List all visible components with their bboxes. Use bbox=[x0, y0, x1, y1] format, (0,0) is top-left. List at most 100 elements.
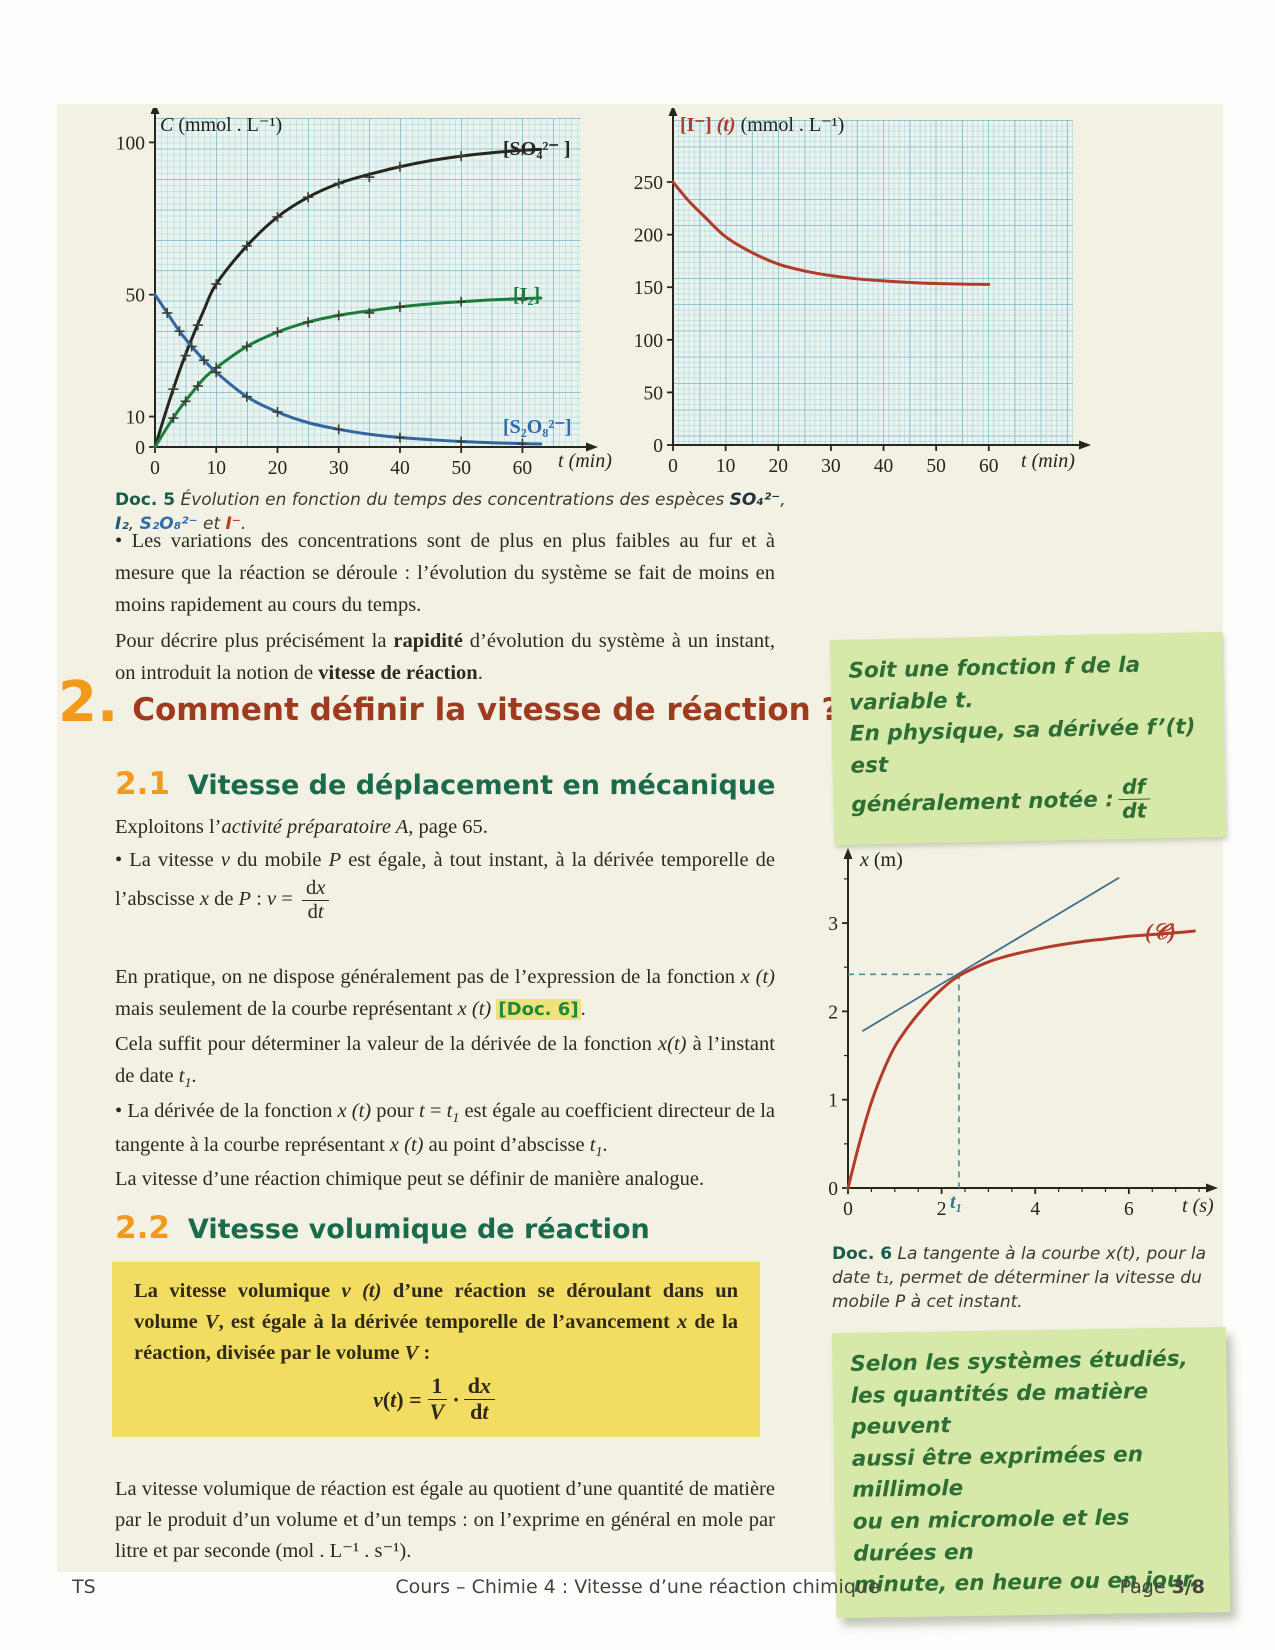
note-line: les quantités de matière peuvent bbox=[850, 1378, 1149, 1441]
chart-y-axis-title: [I⁻] (t) (mmol . L⁻¹) bbox=[680, 114, 845, 136]
svg-text:0: 0 bbox=[843, 1199, 853, 1220]
doc6-caption: Doc. 6 La tangente à la courbe x(t), pou… bbox=[832, 1244, 1207, 1312]
margin-note-units: Selon les systèmes étudiés, les quantité… bbox=[831, 1326, 1231, 1618]
section-title: Comment définir la vitesse de réaction ? bbox=[132, 692, 840, 728]
svg-text:40: 40 bbox=[390, 458, 410, 479]
svg-text:2: 2 bbox=[937, 1199, 947, 1220]
curve-label-C: (𝒞) bbox=[1145, 919, 1176, 944]
chart-x-axis-label: t (s) bbox=[1182, 1195, 1214, 1217]
volumic-rate-formula: v(t) = 1 V · dx dt bbox=[134, 1373, 738, 1424]
section-2-heading: 2. Comment définir la vitesse de réactio… bbox=[58, 670, 840, 735]
y-axis-arrow bbox=[668, 108, 678, 116]
section-number: 2.2 bbox=[115, 1210, 170, 1246]
doc6-chart-svg: 0 2 4 6 0 1 2 3 bbox=[828, 848, 1218, 1220]
chart-y-axis-title: x (m) bbox=[860, 849, 903, 871]
curve-[S₂O₈²⁻] bbox=[153, 293, 543, 446]
svg-text:30: 30 bbox=[329, 458, 349, 479]
svg-text:30: 30 bbox=[821, 456, 841, 477]
svg-text:250: 250 bbox=[634, 173, 663, 194]
paragraph: Cela suffit pour déterminer la valeur de… bbox=[115, 1033, 775, 1091]
note-line: En physique, sa dérivée f’(t) est bbox=[849, 714, 1196, 779]
curve-tangente bbox=[862, 877, 1120, 1032]
svg-text:50: 50 bbox=[926, 456, 946, 477]
svg-text:0: 0 bbox=[668, 456, 678, 477]
svg-text:50: 50 bbox=[126, 286, 146, 307]
svg-text:200: 200 bbox=[634, 226, 663, 247]
section-title: Vitesse volumique de réaction bbox=[187, 1214, 650, 1245]
paragraph: Exploitons l’activité préparatoire A, pa… bbox=[115, 816, 488, 838]
svg-text:0: 0 bbox=[135, 438, 145, 459]
svg-text:0: 0 bbox=[828, 1179, 838, 1200]
svg-text:20: 20 bbox=[769, 456, 789, 477]
definition-text: La vitesse volumique v (t) d’une réactio… bbox=[134, 1280, 739, 1364]
df-dt-fraction: df dt bbox=[1117, 775, 1150, 823]
paragraph: En pratique, on ne dispose généralement … bbox=[115, 966, 775, 1020]
svg-text:10: 10 bbox=[126, 408, 146, 429]
svg-text:100: 100 bbox=[116, 133, 145, 154]
svg-text:150: 150 bbox=[634, 278, 663, 299]
section-2-1-heading: 2.1 Vitesse de déplacement en mécanique bbox=[115, 766, 775, 802]
footer-level: TS bbox=[72, 1576, 96, 1598]
chart-x-axis-label: t (min) bbox=[558, 450, 612, 472]
y-axis-arrow bbox=[150, 108, 160, 114]
paragraph: • La vitesse v du mobile P est égale, à … bbox=[115, 849, 775, 924]
fraction: dx dt bbox=[463, 1373, 495, 1424]
graph-paper-grid bbox=[673, 120, 1073, 445]
curve-(𝒞) bbox=[846, 929, 1196, 1190]
curve-[I⁻] bbox=[671, 180, 991, 286]
curve-label-i2: [I₂] bbox=[513, 284, 541, 306]
note-line: Soit une fonction f de la variable t. bbox=[848, 652, 1141, 716]
svg-text:40: 40 bbox=[874, 456, 894, 477]
margin-note-derivative: Soit une fonction f de la variable t. En… bbox=[829, 631, 1227, 846]
section-number: 2. bbox=[58, 670, 119, 735]
paragraph: • Les variations des concentrations sont… bbox=[115, 530, 775, 616]
svg-text:10: 10 bbox=[206, 458, 226, 479]
chart-x-axis-label: t (min) bbox=[1021, 450, 1075, 472]
curve-label-so4: [SO₄²⁻ ] bbox=[503, 138, 571, 160]
svg-text:10: 10 bbox=[716, 456, 736, 477]
svg-text:4: 4 bbox=[1030, 1199, 1040, 1220]
footer-page-number: Page 3/8 bbox=[1119, 1576, 1205, 1598]
note-line: aussi être exprimées en millimole bbox=[851, 1442, 1144, 1504]
footer-title: Cours – Chimie 4 : Vitesse d’une réactio… bbox=[395, 1576, 880, 1598]
y-axis-arrow bbox=[843, 848, 853, 859]
curve-label-s2o8: [S₂O₈²⁻] bbox=[503, 416, 572, 438]
note-line: Selon les systèmes étudiés, bbox=[850, 1346, 1188, 1377]
section-number: 2.1 bbox=[115, 766, 170, 802]
paragraph: • La dérivée de la fonction x (t) pour t… bbox=[115, 1100, 775, 1160]
note-line: généralement notée : df dt bbox=[851, 775, 1208, 829]
paragraph: La vitesse d’une réaction chimique peut … bbox=[115, 1168, 705, 1190]
svg-text:100: 100 bbox=[634, 331, 663, 352]
graph-paper-grid bbox=[155, 118, 581, 447]
section-2-2-heading: 2.2 Vitesse volumique de réaction bbox=[115, 1210, 650, 1246]
note-line: ou en micromole et les durées en bbox=[852, 1505, 1130, 1567]
x-axis-arrow bbox=[1079, 440, 1091, 450]
svg-text:3: 3 bbox=[828, 914, 838, 935]
fraction: dx dt bbox=[301, 877, 330, 924]
doc5-right-chart-svg: 0 10 20 30 40 50 60 0 50 100 150 200 250 bbox=[634, 108, 1091, 477]
svg-text:60: 60 bbox=[979, 456, 999, 477]
svg-text:0: 0 bbox=[150, 458, 160, 479]
section-title: Vitesse de déplacement en mécanique bbox=[187, 770, 776, 801]
svg-text:50: 50 bbox=[451, 458, 471, 479]
t1-axis-label: t₁ bbox=[950, 1191, 963, 1213]
x-axis-arrow bbox=[586, 442, 598, 452]
svg-text:60: 60 bbox=[513, 458, 533, 479]
paragraph: La vitesse volumique de réaction est éga… bbox=[115, 1478, 775, 1562]
doc5-left-chart-svg: 0 10 20 30 40 50 60 0 10 50 100 bbox=[116, 108, 598, 479]
doc5-caption: Doc. 5 Évolution en fonction du temps de… bbox=[115, 490, 786, 534]
x-axis-arrow bbox=[1206, 1183, 1218, 1193]
paragraph: Pour décrire plus précisément la rapidit… bbox=[115, 630, 775, 684]
svg-text:2: 2 bbox=[828, 1002, 838, 1023]
doc5-left-chart: 0 10 20 30 40 50 60 0 10 50 100 C (mmol . L⁻¹) t (… bbox=[66, 108, 612, 480]
svg-text:1: 1 bbox=[828, 1091, 838, 1112]
doc5-right-chart: 0 10 20 30 40 50 60 0 50 100 150 200 250 [I⁻] (t) (m… bbox=[628, 108, 1108, 480]
definition-box: La vitesse volumique v (t) d’une réactio… bbox=[112, 1262, 760, 1437]
svg-text:0: 0 bbox=[653, 436, 663, 457]
chart-y-axis-title: C (mmol . L⁻¹) bbox=[160, 114, 283, 136]
svg-text:50: 50 bbox=[644, 383, 664, 404]
doc6-chart: 0 2 4 6 0 1 2 3 x (m) t (s) (𝒞) t₁ bbox=[800, 833, 1230, 1243]
curve-[SO₄²⁻] bbox=[153, 147, 543, 449]
